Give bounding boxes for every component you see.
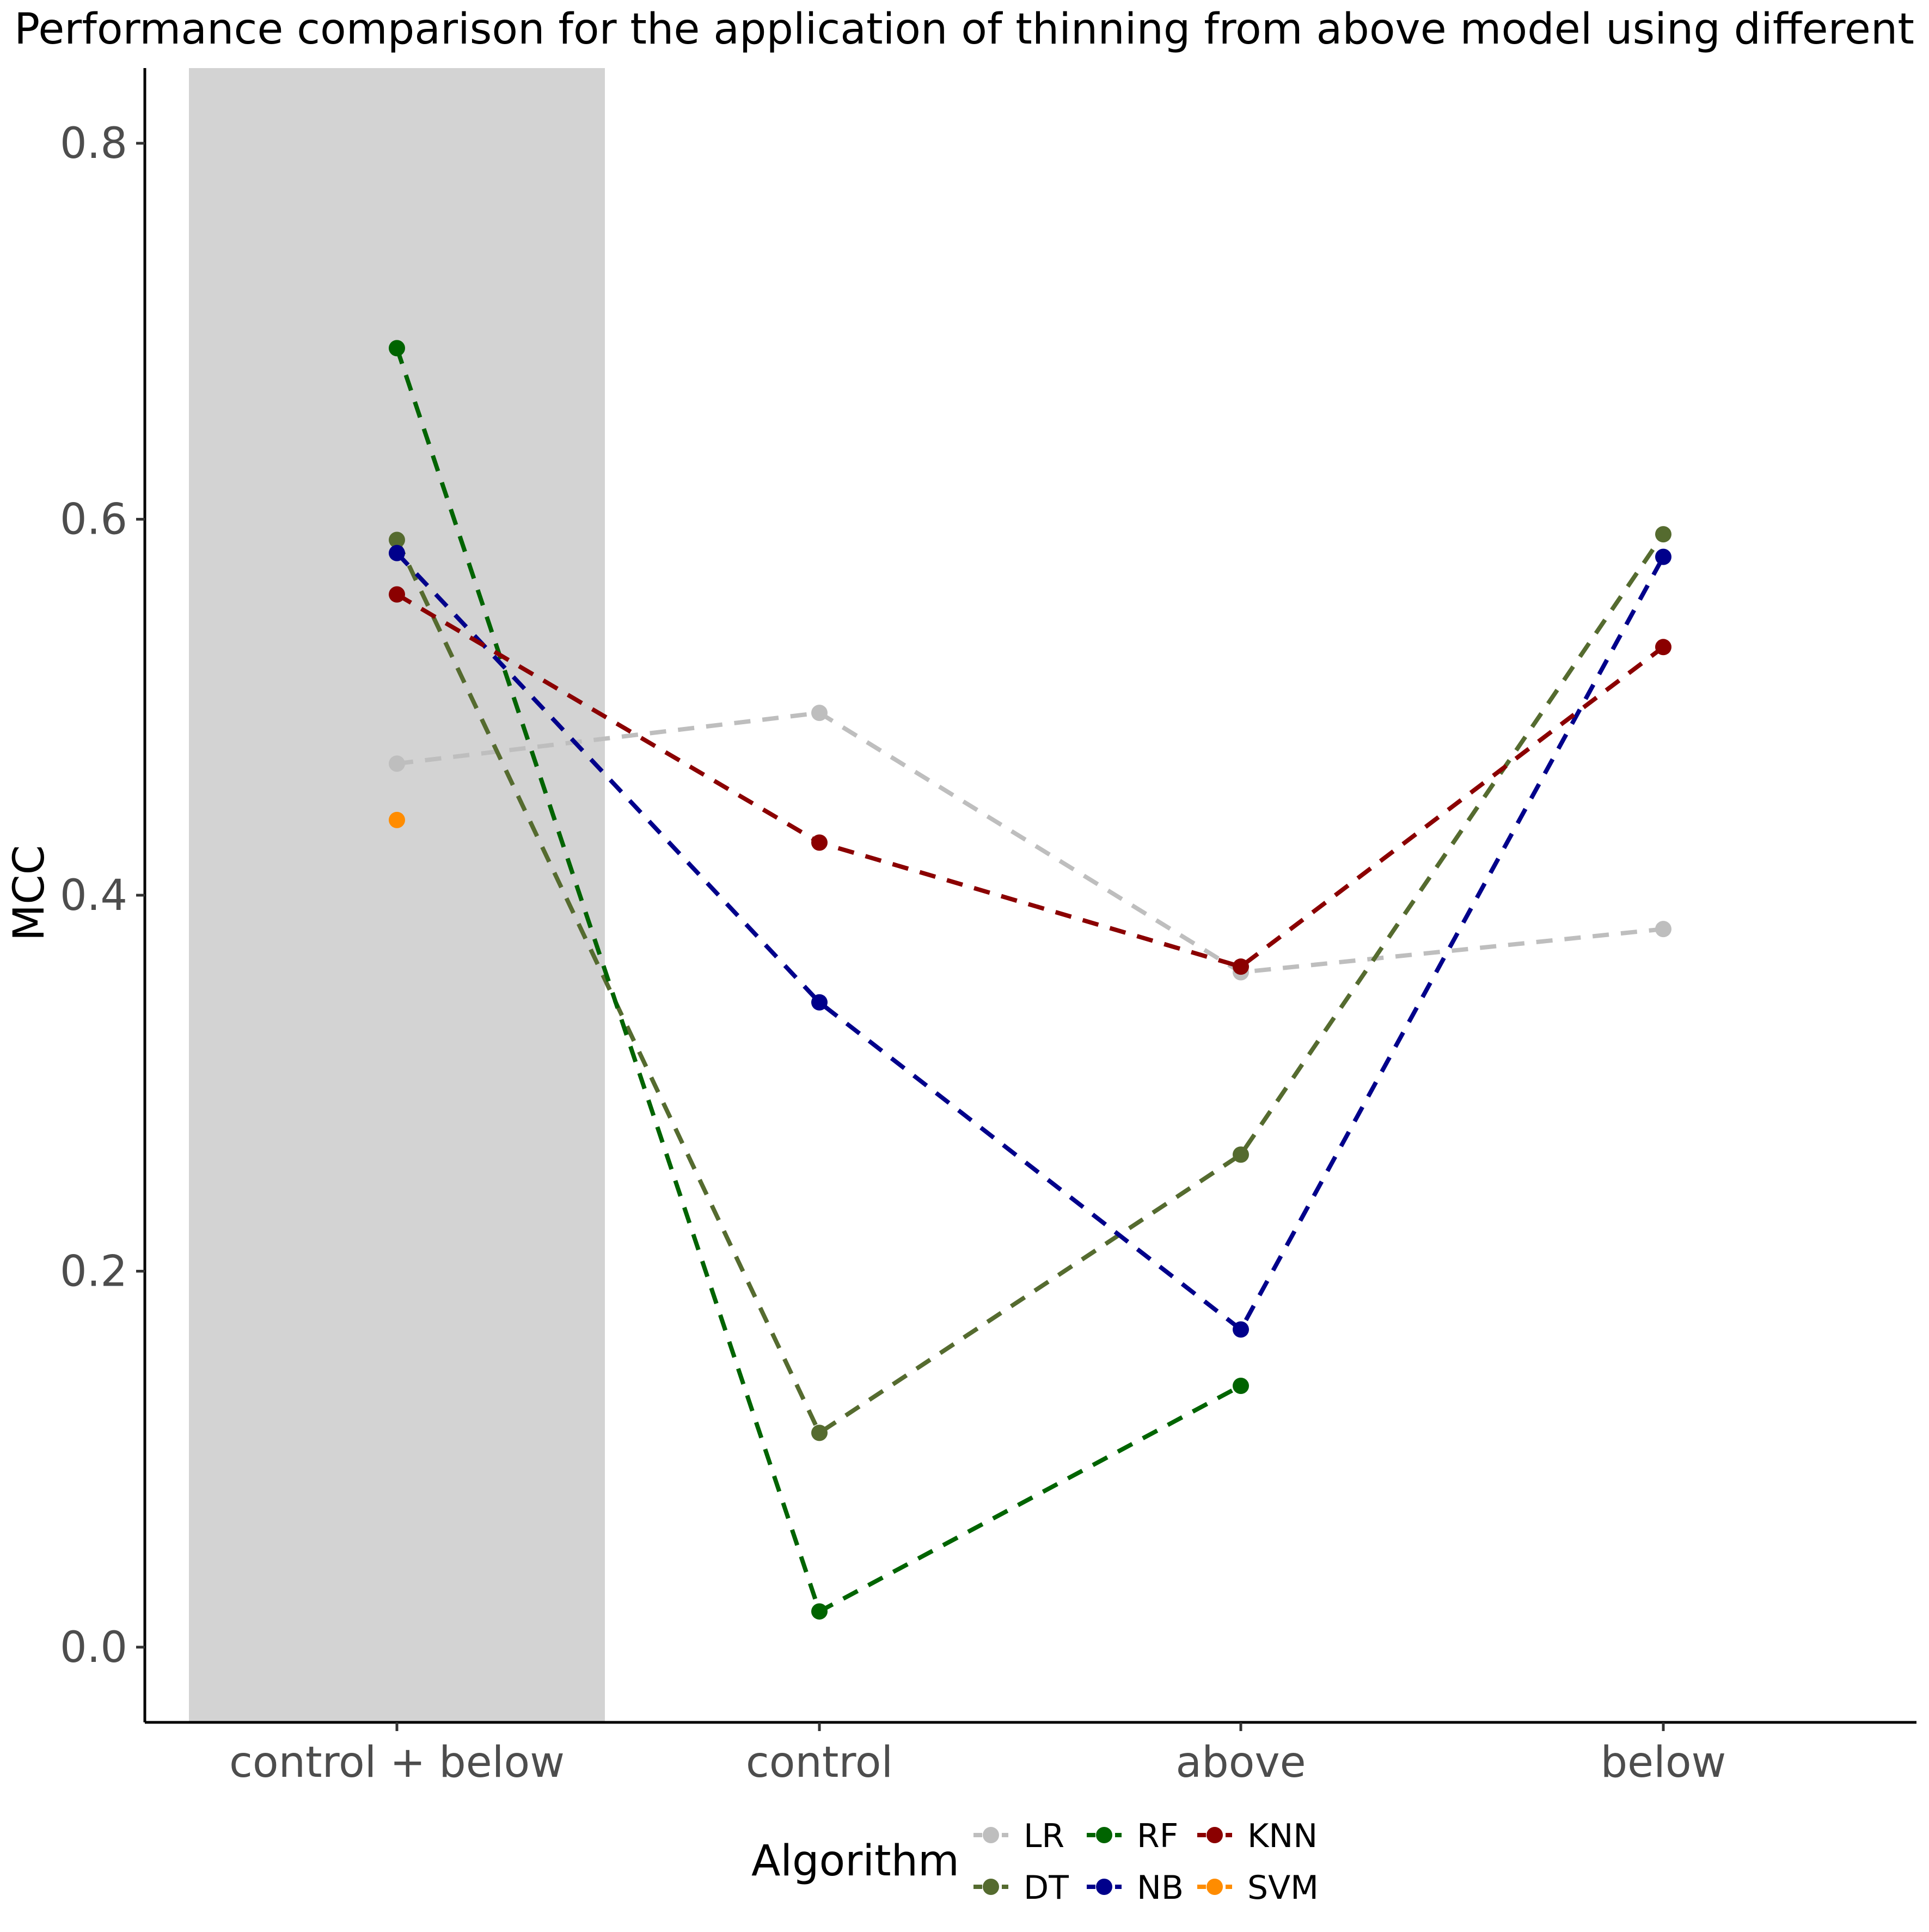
legend-label-dt: DT (1024, 1869, 1069, 1907)
highlight-layer (189, 68, 605, 1722)
data-point-knn (811, 834, 828, 851)
legend-key-point-svm (1207, 1879, 1223, 1895)
legend-item-dt: DT (973, 1869, 1069, 1907)
series-svm (389, 811, 405, 828)
series-rf (389, 340, 1249, 1620)
legend-item-lr: LR (973, 1817, 1064, 1855)
y-tick-label: 0.8 (60, 119, 127, 168)
x-tick-label: control (746, 1738, 893, 1787)
data-point-rf (1233, 1378, 1249, 1395)
legend-key-point-nb (1096, 1879, 1112, 1895)
series-line-lr (396, 710, 1664, 975)
legend-item-nb: NB (1087, 1869, 1184, 1907)
legend-item-svm: SVM (1197, 1869, 1319, 1907)
legend: Algorithm LR DT RF NB KNN SVM (751, 1817, 1319, 1907)
data-point-nb (1655, 548, 1671, 565)
data-point-rf (811, 1603, 828, 1620)
series-line-dt (395, 533, 1665, 1436)
data-point-rf (389, 340, 405, 357)
y-tick-label: 0.4 (60, 871, 127, 920)
y-tick-label: 0.0 (60, 1623, 127, 1672)
chart-title: Performance comparison for the applicati… (14, 5, 1914, 54)
series-lr (389, 705, 1671, 981)
y-tick-label: 0.2 (60, 1247, 127, 1296)
legend-label-rf: RF (1137, 1817, 1178, 1855)
legend-label-nb: NB (1137, 1869, 1184, 1907)
data-point-nb (811, 994, 828, 1011)
series-line-knn (395, 592, 1665, 969)
legend-key-point-rf (1096, 1827, 1112, 1843)
series-layer (389, 340, 1671, 1620)
series-line-nb (395, 551, 1665, 1333)
x-tick-label: above (1175, 1738, 1306, 1787)
legend-title: Algorithm (751, 1837, 959, 1886)
series-knn (389, 586, 1671, 975)
data-point-nb (1233, 1321, 1249, 1338)
data-point-knn (1233, 958, 1249, 975)
legend-key-point-dt (983, 1879, 999, 1895)
text-layer: Performance comparison for the applicati… (5, 5, 1914, 941)
data-point-dt (389, 531, 405, 548)
legend-key-point-lr (983, 1827, 999, 1843)
legend-label-svm: SVM (1247, 1869, 1319, 1907)
x-tick-label: below (1601, 1738, 1726, 1787)
data-point-knn (1655, 639, 1671, 656)
x-tick-label: control + below (229, 1738, 565, 1787)
data-point-lr (1655, 921, 1671, 938)
y-axis-title: MCC (5, 845, 54, 941)
legend-label-lr: LR (1024, 1817, 1064, 1855)
series-dt (389, 526, 1671, 1441)
y-tick-label: 0.6 (60, 496, 127, 545)
legend-label-knn: KNN (1247, 1817, 1318, 1855)
legend-item-rf: RF (1087, 1817, 1178, 1855)
data-point-knn (389, 586, 405, 603)
data-point-dt (1655, 526, 1671, 543)
data-point-nb (389, 545, 405, 561)
series-nb (389, 545, 1671, 1338)
data-point-dt (811, 1424, 828, 1441)
data-point-svm (389, 811, 405, 828)
data-point-lr (811, 705, 828, 722)
data-point-lr (389, 755, 405, 772)
data-point-dt (1233, 1146, 1249, 1163)
ticks-layer: 0.0 0.2 0.4 0.6 0.8 control + below control abo… (60, 119, 1726, 1787)
legend-key-point-knn (1207, 1827, 1223, 1843)
highlight-band-control-below (189, 68, 605, 1722)
legend-item-knn: KNN (1197, 1817, 1318, 1855)
